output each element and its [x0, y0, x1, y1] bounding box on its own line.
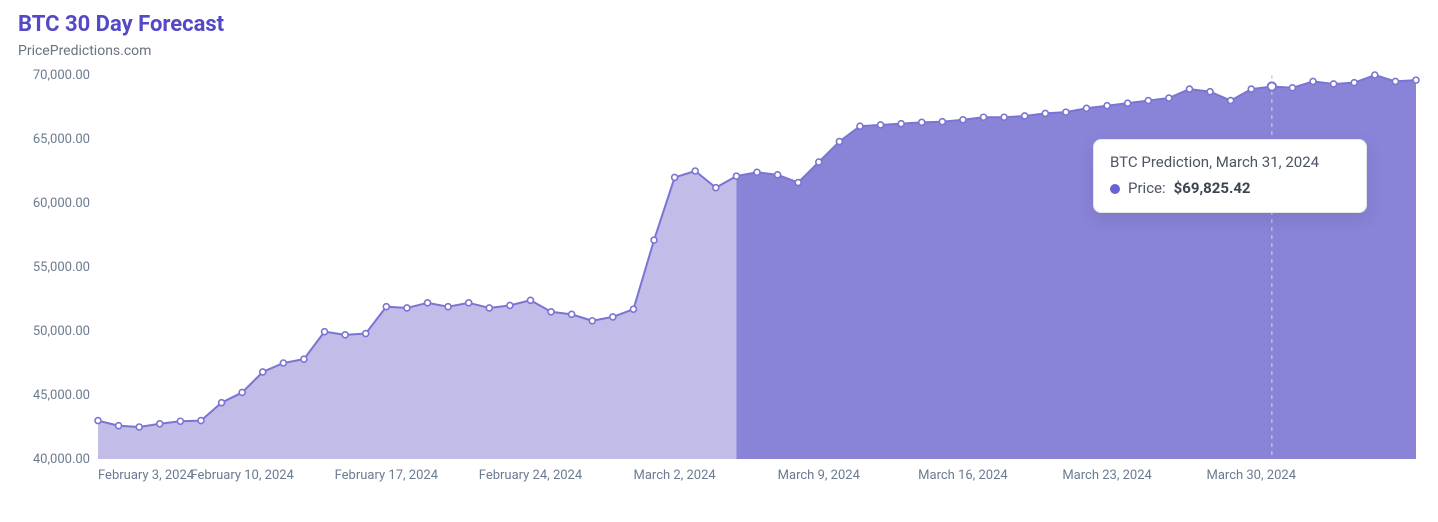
y-tick-label: 50,000.00: [33, 324, 90, 339]
data-point[interactable]: [445, 304, 451, 310]
data-point[interactable]: [1186, 86, 1192, 92]
chart-subtitle: PricePredictions.com: [18, 43, 1420, 59]
data-point[interactable]: [1125, 100, 1131, 106]
data-point[interactable]: [981, 114, 987, 120]
data-point[interactable]: [939, 119, 945, 125]
data-point[interactable]: [363, 331, 369, 337]
data-point[interactable]: [136, 424, 142, 430]
data-point[interactable]: [219, 400, 225, 406]
data-point[interactable]: [733, 173, 739, 179]
data-point[interactable]: [486, 305, 492, 311]
x-tick-label: March 9, 2024: [778, 468, 861, 483]
data-point[interactable]: [569, 311, 575, 317]
data-point[interactable]: [795, 180, 801, 186]
data-point[interactable]: [713, 185, 719, 191]
data-point[interactable]: [754, 169, 760, 175]
data-point[interactable]: [836, 139, 842, 145]
y-tick-label: 60,000.00: [33, 196, 90, 211]
data-point[interactable]: [527, 297, 533, 303]
x-tick-label: February 24, 2024: [479, 468, 583, 483]
data-point[interactable]: [280, 360, 286, 366]
data-point[interactable]: [610, 314, 616, 320]
data-point[interactable]: [1145, 98, 1151, 104]
data-point[interactable]: [898, 121, 904, 127]
data-point[interactable]: [1392, 78, 1398, 84]
tooltip-series-label: Price:: [1128, 178, 1166, 200]
data-point[interactable]: [1104, 103, 1110, 109]
data-point[interactable]: [383, 304, 389, 310]
data-point[interactable]: [507, 302, 513, 308]
data-point[interactable]: [1310, 78, 1316, 84]
data-point[interactable]: [198, 418, 204, 424]
tooltip-series-dot-icon: [1110, 184, 1120, 194]
x-tick-label: March 2, 2024: [634, 468, 717, 483]
data-point[interactable]: [425, 300, 431, 306]
x-tick-label: March 16, 2024: [918, 468, 1008, 483]
data-point[interactable]: [1248, 86, 1254, 92]
data-point[interactable]: [1063, 109, 1069, 115]
data-point[interactable]: [177, 418, 183, 424]
x-tick-label: March 30, 2024: [1206, 468, 1296, 483]
x-tick-label: February 3, 2024: [98, 468, 195, 483]
y-tick-label: 45,000.00: [33, 388, 90, 403]
forecast-area: [736, 75, 1416, 459]
chart-tooltip: BTC Prediction, March 31, 2024 Price: $6…: [1093, 139, 1367, 213]
data-point[interactable]: [775, 172, 781, 178]
y-tick-label: 65,000.00: [33, 132, 90, 147]
forecast-area-chart[interactable]: 40,000.00 45,000.00 50,000.00 55,000.00 60,0…: [18, 65, 1420, 495]
data-point[interactable]: [1372, 72, 1378, 78]
data-point[interactable]: [630, 306, 636, 312]
data-point[interactable]: [404, 305, 410, 311]
data-point[interactable]: [1331, 81, 1337, 87]
y-tick-label: 40,000.00: [33, 452, 90, 467]
data-point[interactable]: [1084, 105, 1090, 111]
highlight-data-point[interactable]: [1268, 82, 1276, 90]
data-point[interactable]: [1413, 77, 1419, 83]
data-point[interactable]: [1001, 114, 1007, 120]
data-point[interactable]: [116, 423, 122, 429]
y-tick-label: 55,000.00: [33, 260, 90, 275]
data-point[interactable]: [651, 237, 657, 243]
data-point[interactable]: [1351, 80, 1357, 86]
data-point[interactable]: [1166, 95, 1172, 101]
history-area: [98, 171, 736, 459]
data-point[interactable]: [816, 159, 822, 165]
data-point[interactable]: [1228, 98, 1234, 104]
x-tick-label: March 23, 2024: [1062, 468, 1152, 483]
data-point[interactable]: [589, 318, 595, 324]
x-tick-label: February 10, 2024: [190, 468, 294, 483]
data-point[interactable]: [1289, 85, 1295, 91]
data-point[interactable]: [960, 117, 966, 123]
chart-title: BTC 30 Day Forecast: [18, 10, 1420, 37]
data-point[interactable]: [857, 123, 863, 129]
data-point[interactable]: [301, 356, 307, 362]
data-point[interactable]: [692, 168, 698, 174]
forecast-widget: BTC 30 Day Forecast PricePredictions.com…: [0, 0, 1438, 522]
y-tick-label: 70,000.00: [33, 68, 90, 83]
data-point[interactable]: [239, 389, 245, 395]
data-point[interactable]: [95, 418, 101, 424]
data-point[interactable]: [260, 369, 266, 375]
chart-container: 40,000.00 45,000.00 50,000.00 55,000.00 60,0…: [18, 65, 1420, 495]
tooltip-value: $69,825.42: [1174, 178, 1251, 200]
data-point[interactable]: [548, 309, 554, 315]
data-point[interactable]: [672, 174, 678, 180]
data-point[interactable]: [157, 421, 163, 427]
data-point[interactable]: [1022, 113, 1028, 119]
x-tick-label: February 17, 2024: [335, 468, 439, 483]
tooltip-header: BTC Prediction, March 31, 2024: [1110, 152, 1350, 174]
data-point[interactable]: [878, 122, 884, 128]
data-point[interactable]: [1042, 110, 1048, 116]
data-point[interactable]: [1207, 89, 1213, 95]
data-point[interactable]: [322, 329, 328, 335]
data-point[interactable]: [466, 300, 472, 306]
data-point[interactable]: [919, 119, 925, 125]
data-point[interactable]: [342, 332, 348, 338]
